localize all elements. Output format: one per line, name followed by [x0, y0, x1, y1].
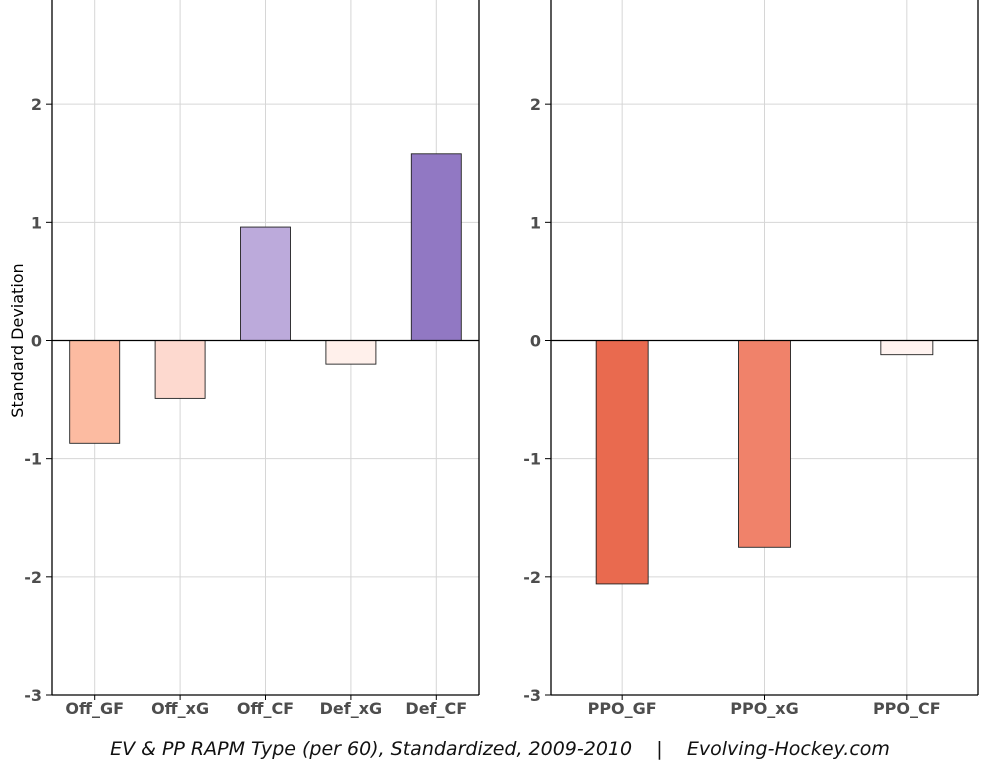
caption-separator: |: [656, 738, 663, 760]
bar-off-cf: [240, 226, 291, 341]
x-tick-label: PPO_CF: [873, 699, 941, 718]
y-tick-label: -1: [24, 450, 42, 469]
caption-source: Evolving-Hockey.com: [686, 738, 890, 760]
y-axis-title: Standard Deviation: [8, 263, 27, 417]
bar-def-cf: [410, 153, 462, 341]
y-tick-label: 0: [530, 332, 541, 351]
chart-caption: EV & PP RAPM Type (per 60), Standardized…: [0, 738, 1000, 760]
bar-off-gf: [69, 340, 121, 444]
y-tick-label: 1: [31, 213, 42, 232]
x-tick-label: PPO_xG: [730, 699, 799, 718]
y-tick-label: 0: [31, 332, 42, 351]
y-tick-label: 2: [530, 95, 541, 114]
y-tick-label: -3: [523, 686, 541, 705]
bar-ppo-xg: [738, 340, 791, 548]
caption-title: EV & PP RAPM Type (per 60), Standardized…: [110, 738, 633, 760]
bar-off-xg: [154, 340, 206, 399]
y-tick-label: 1: [530, 213, 541, 232]
chart-panel-1: -3-2-10123Off_GFOff_xGOff_CFDef_xGDef_CF…: [8, 0, 480, 718]
y-tick-label: 2: [31, 95, 42, 114]
x-tick-label: Def_CF: [405, 699, 467, 718]
x-tick-label: Off_GF: [65, 699, 124, 718]
bar-ppo-cf: [880, 340, 934, 356]
x-tick-label: Off_xG: [151, 699, 209, 718]
y-tick-label: -2: [523, 568, 541, 587]
bar-ppo-gf: [595, 340, 649, 585]
y-tick-label: -2: [24, 568, 42, 587]
x-tick-label: Def_xG: [320, 699, 383, 718]
y-tick-label: -1: [523, 450, 541, 469]
bar-def-xg: [325, 340, 377, 365]
y-tick-label: -3: [24, 686, 42, 705]
x-tick-label: PPO_GF: [588, 699, 657, 718]
x-tick-label: Off_CF: [237, 699, 294, 718]
